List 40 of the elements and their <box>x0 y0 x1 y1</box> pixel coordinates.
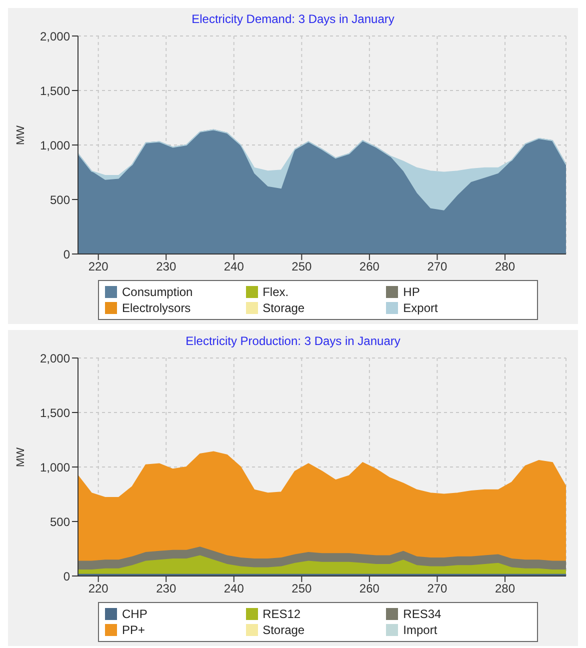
legend-label: Flex. <box>262 284 289 300</box>
legend-label: HP <box>403 284 420 300</box>
y-tick-label: 1,500 <box>40 84 70 98</box>
y-tick-label: 500 <box>50 514 70 529</box>
legend-label: Storage <box>262 300 305 316</box>
x-tick-label: 240 <box>224 582 244 596</box>
x-tick-label: 230 <box>156 260 176 274</box>
legend-label: Electrolysors <box>122 300 191 316</box>
x-tick-label: 220 <box>88 582 109 596</box>
chart-title: Electricity Demand: 3 Days in January <box>190 12 396 28</box>
legend-label: Storage <box>262 622 305 638</box>
x-tick-label: 260 <box>359 582 380 596</box>
y-tick-label: 2,000 <box>40 29 70 44</box>
y-tick-label: 1,000 <box>40 138 70 152</box>
x-tick-label: 280 <box>494 260 516 274</box>
legend-label: RES34 <box>403 606 442 622</box>
legend-label: CHP <box>122 606 148 622</box>
x-tick-label: 260 <box>359 260 380 274</box>
legend-label: Consumption <box>122 284 193 300</box>
x-tick-label: 270 <box>427 582 448 596</box>
x-tick-label: 230 <box>156 582 176 596</box>
y-tick-label: 1,500 <box>40 406 70 420</box>
legend-label: RES12 <box>262 606 301 622</box>
x-tick-label: 240 <box>224 260 244 274</box>
x-tick-label: 270 <box>427 260 448 274</box>
y-axis-title: MW <box>14 446 27 467</box>
y-axis-title: MW <box>14 124 27 145</box>
y-tick-label: 0 <box>63 569 70 584</box>
legend-label: Export <box>403 300 438 316</box>
x-tick-label: 250 <box>292 582 312 596</box>
legend-label: Import <box>403 622 438 638</box>
x-tick-label: 250 <box>292 260 312 274</box>
y-tick-label: 1,000 <box>40 460 70 474</box>
legend-label: PP+ <box>122 622 146 638</box>
y-tick-label: 500 <box>50 192 70 207</box>
x-tick-label: 280 <box>494 582 516 596</box>
chart-title: Electricity Production: 3 Days in January <box>184 334 402 350</box>
y-tick-label: 0 <box>63 247 70 262</box>
x-tick-label: 220 <box>88 260 109 274</box>
y-tick-label: 2,000 <box>40 351 70 366</box>
